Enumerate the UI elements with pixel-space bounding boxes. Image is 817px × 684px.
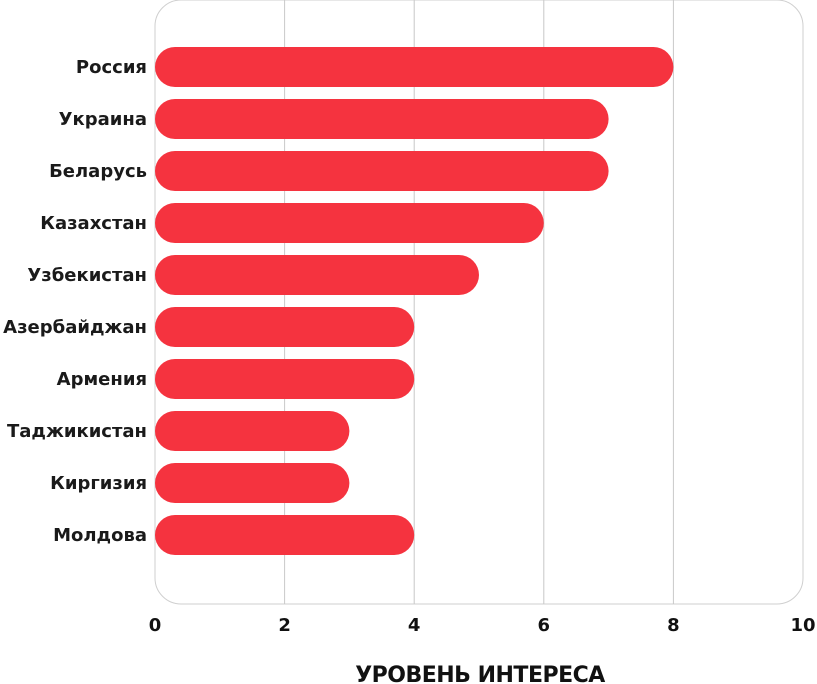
- bar: [155, 255, 479, 295]
- category-label: Беларусь: [49, 161, 147, 182]
- category-label: Армения: [57, 369, 147, 390]
- bars: [155, 47, 674, 555]
- x-tick-label: 6: [538, 615, 551, 636]
- category-labels: Россия Украина Беларусь Казахстан Узбекистан…: [3, 57, 147, 546]
- category-label: Азербайджан: [3, 317, 147, 338]
- category-label: Киргизия: [50, 473, 147, 494]
- bar: [155, 99, 609, 139]
- bar: [155, 411, 350, 451]
- bar: [155, 463, 350, 503]
- x-tick-label: 10: [790, 615, 815, 636]
- category-label: Россия: [76, 57, 147, 78]
- category-label: Украина: [59, 109, 147, 130]
- x-tick-label: 4: [408, 615, 421, 636]
- x-axis-label: УРОВЕНЬ ИНТЕРЕСА: [355, 663, 605, 684]
- x-tick-labels: 0 2 4 6 8 10: [149, 615, 816, 636]
- bar: [155, 151, 609, 191]
- bar: [155, 359, 415, 399]
- category-label: Узбекистан: [27, 265, 147, 286]
- x-tick-label: 0: [149, 615, 162, 636]
- x-tick-label: 8: [667, 615, 680, 636]
- bar: [155, 515, 415, 555]
- bar: [155, 47, 674, 87]
- bar: [155, 203, 544, 243]
- plot-frame: [154, 0, 804, 605]
- bar: [155, 307, 415, 347]
- category-label: Таджикистан: [7, 421, 147, 442]
- category-label: Молдова: [53, 525, 147, 546]
- x-tick-label: 2: [278, 615, 291, 636]
- category-label: Казахстан: [40, 213, 147, 234]
